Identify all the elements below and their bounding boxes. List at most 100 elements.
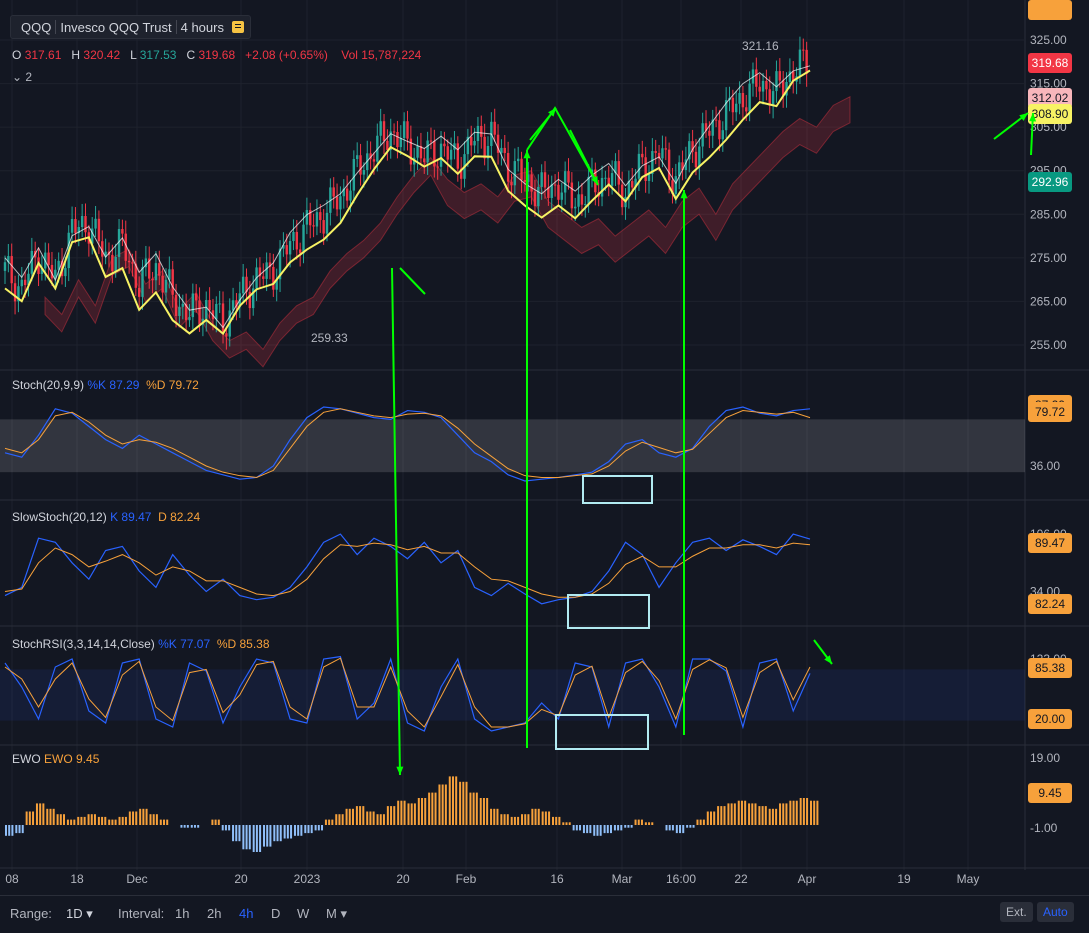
ewo-bar (70, 819, 73, 825)
ewo-bar (665, 825, 668, 831)
ewo-bar (482, 798, 485, 825)
ewo-bar (56, 814, 59, 825)
ewo-bar (63, 814, 66, 825)
candle-body (23, 279, 27, 286)
ewo-bar (486, 798, 489, 825)
ewo-bar (49, 808, 52, 825)
candle-body (496, 134, 500, 153)
ewo-bar (18, 825, 21, 834)
ewo-bar (572, 825, 575, 831)
range-select[interactable]: 1D ▾ (66, 906, 93, 921)
interval-m[interactable]: M ▾ (326, 906, 347, 921)
ewo-bar (792, 800, 795, 825)
candle-body (758, 86, 761, 92)
ewo-title: EWO EWO 9.45 (12, 752, 100, 766)
candle-body (617, 161, 621, 185)
ewo-bar (434, 792, 437, 825)
ewo-bar (376, 814, 379, 825)
ewo-bar (424, 798, 427, 825)
candle-body (288, 241, 292, 255)
slowstoch-tag-label: 20.00 (1035, 0, 1065, 3)
candle-body (282, 245, 285, 249)
interval-w[interactable]: W (297, 906, 310, 921)
x-tick-label: 20 (396, 872, 410, 886)
flag-icon[interactable] (231, 21, 244, 33)
highlight-box-slowstoch (567, 594, 650, 629)
candle-body (688, 141, 691, 160)
candle-body (382, 121, 386, 141)
ewo-bar (297, 825, 300, 836)
x-tick-label: Feb (456, 872, 477, 886)
stochrsi-title: StochRSI(3,3,14,14,Close) %K 77.07 %D 85… (12, 637, 270, 651)
chart-canvas[interactable]: 325.00315.00305.00295.00285.00275.00265.… (0, 0, 1089, 895)
candle-body (637, 153, 641, 179)
kijun-line (4, 65, 811, 329)
interval-label: Interval: (118, 906, 165, 921)
interval-4h[interactable]: 4h (239, 906, 254, 921)
candle-body (285, 245, 288, 255)
candle-body (70, 219, 74, 233)
candle-body (745, 107, 748, 112)
candle-body (3, 262, 7, 271)
ewo-bar (417, 798, 420, 825)
price-tag-label: 292.96 (1032, 175, 1069, 189)
candle-body (241, 276, 245, 294)
candle-body (735, 103, 738, 113)
ewo-bar (795, 800, 798, 825)
slowstoch-title: SlowStoch(20,12) K 89.47 D 82.24 (12, 510, 201, 524)
ewo-bar (149, 814, 152, 825)
ewo-bar (506, 814, 509, 825)
candle-body (661, 148, 664, 159)
ewo-bar (300, 825, 303, 836)
candle-body (278, 248, 282, 280)
ewo-bar (90, 814, 93, 825)
candle-body (80, 216, 84, 228)
ewo-tick: -1.00 (1030, 821, 1058, 835)
interval-1h[interactable]: 1h (175, 906, 190, 921)
ewo-bar (579, 825, 582, 831)
x-tick-label: 18 (70, 872, 84, 886)
symbol-header[interactable]: QQQ Invesco QQQ Trust 4 hours (10, 15, 251, 39)
ewo-bar (679, 825, 682, 834)
candle-body (533, 191, 537, 207)
ewo-bar (386, 806, 389, 825)
candle-body (332, 187, 335, 197)
candle-body (218, 303, 221, 305)
ewo-bar (355, 806, 358, 825)
candle-body (154, 263, 158, 281)
ewo-bar (273, 825, 276, 842)
ewo-bar (513, 816, 516, 825)
stoch-d-line (4, 408, 811, 478)
interval-2h[interactable]: 2h (207, 906, 222, 921)
candle-body (7, 256, 10, 263)
ewo-bar (214, 819, 217, 825)
candle-body (708, 130, 711, 136)
candle-body (268, 262, 272, 267)
ewo-bar (799, 798, 802, 825)
slowstoch-tag-bg (1028, 533, 1072, 553)
ewo-bar (35, 803, 38, 825)
ewo-bar (620, 825, 623, 831)
candle-body (275, 279, 278, 290)
candle-body (158, 263, 161, 276)
candle-body (426, 140, 429, 163)
candle-body (215, 303, 218, 320)
candle-body (325, 212, 329, 234)
ewo-bar (469, 792, 472, 825)
range-label: Range: (10, 906, 52, 921)
ewo-bar (228, 825, 231, 831)
candle-body (245, 276, 248, 292)
ewo-bar (266, 825, 269, 847)
ewo-bar (283, 825, 286, 839)
candle-body (131, 262, 134, 264)
ewo-bar (740, 800, 743, 825)
ewo-bar (779, 803, 782, 825)
auto-button[interactable]: Auto (1037, 902, 1074, 922)
ewo-bar (730, 803, 733, 825)
candle-body (466, 136, 470, 155)
ext-button[interactable]: Ext. (1000, 902, 1033, 922)
interval-d[interactable]: D (271, 906, 281, 921)
indicator-toggle[interactable]: ⌄ 2 (12, 70, 33, 84)
candle-body (721, 130, 724, 140)
ewo-bar (551, 816, 554, 825)
